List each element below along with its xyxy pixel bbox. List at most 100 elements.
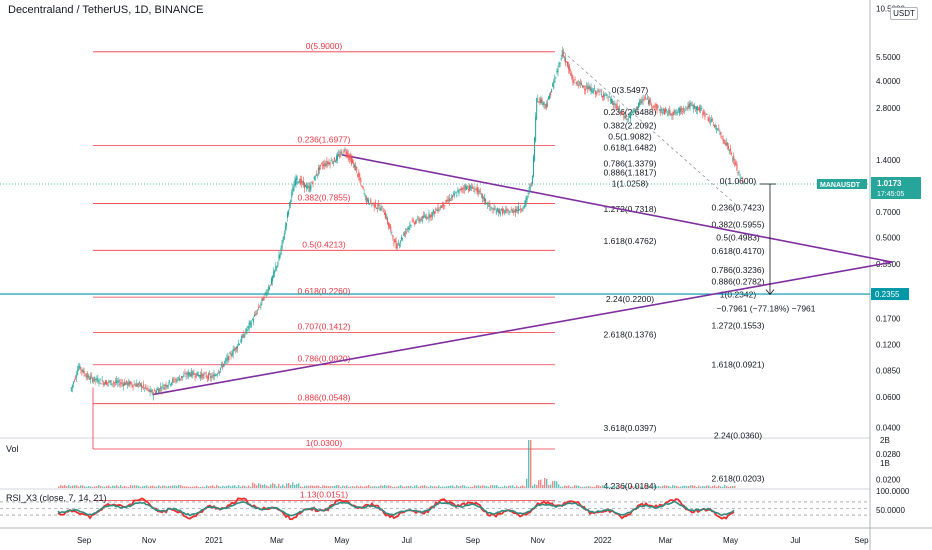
volume-bar (484, 485, 486, 488)
candle-body (390, 226, 392, 231)
candle-body (538, 101, 540, 103)
candle-body (410, 225, 412, 227)
volume-bar (410, 485, 412, 488)
volume-bar (212, 485, 214, 488)
candle-body (160, 386, 162, 389)
candle-body (731, 153, 733, 154)
candle-body (243, 334, 245, 338)
candle-body (515, 209, 517, 211)
volume-bar (334, 485, 336, 488)
candle-body (742, 182, 744, 184)
volume-bar (214, 486, 216, 488)
volume-bar (452, 485, 454, 488)
projection-dashed-line (563, 51, 745, 213)
candle-body (591, 88, 593, 93)
volume-bar (232, 485, 234, 488)
candle-body (403, 234, 405, 236)
volume-bar (154, 486, 156, 488)
candle-body (71, 384, 73, 389)
candle-body (675, 112, 677, 114)
candle-body (388, 222, 390, 227)
candle-body (346, 150, 348, 157)
candle-body (644, 97, 646, 99)
candle-body (217, 372, 219, 374)
candle-body (427, 217, 429, 219)
candle-body (426, 216, 428, 219)
volume-bar (150, 485, 152, 488)
candle-body (626, 118, 628, 120)
volume-bar (222, 485, 224, 488)
candle-body (577, 84, 579, 87)
candle-body (163, 386, 165, 390)
volume-bar (394, 486, 396, 488)
candle-body (707, 116, 709, 121)
candle-body (649, 99, 651, 104)
candle-body (78, 366, 80, 370)
candle-body (676, 112, 678, 114)
volume-bar (702, 485, 704, 488)
volume-bar (648, 485, 650, 488)
candle-body (536, 98, 538, 120)
candle-body (116, 380, 118, 383)
volume-bar (194, 486, 196, 488)
candle-body (593, 88, 595, 90)
candle-body (470, 186, 472, 189)
volume-bar (624, 485, 626, 488)
candle-body (606, 94, 608, 97)
candle-body (487, 203, 489, 205)
volume-bar (396, 486, 398, 488)
candle-body (277, 261, 279, 266)
candle-body (479, 191, 481, 193)
candle-body (302, 180, 304, 186)
volume-bar (540, 479, 542, 488)
x-tick-label: Nov (531, 536, 545, 545)
volume-bar (112, 485, 114, 488)
candle-body (213, 374, 215, 380)
fib-recent-label: 0.236(2.6488) (604, 107, 657, 117)
candle-body (428, 212, 430, 219)
volume-bar (300, 486, 302, 488)
volume-bar (186, 486, 188, 488)
volume-bar (342, 485, 344, 488)
candle-body (508, 213, 510, 215)
candle-body (524, 200, 526, 207)
volume-bar (710, 486, 712, 488)
candle-body (581, 85, 583, 88)
last-price-tag (871, 177, 921, 200)
candle-body (326, 161, 328, 165)
volume-bar (564, 485, 566, 488)
candle-body (555, 76, 557, 78)
volume-bar (164, 485, 166, 488)
candle-body (121, 382, 123, 384)
candle-body (586, 85, 588, 89)
volume-bar (290, 484, 292, 488)
volume-bar (286, 483, 288, 488)
candle-body (610, 99, 612, 103)
candle-body (520, 208, 522, 210)
candle-body (384, 212, 386, 219)
candle-body (283, 232, 285, 240)
volume-bar (208, 486, 210, 488)
candle-body (392, 235, 394, 239)
volume-bar (506, 486, 508, 488)
currency-pill[interactable]: USDT (890, 7, 918, 20)
candle-body (660, 109, 662, 111)
candle-body (466, 186, 468, 188)
fib-level-label: 0.382(0.7855) (298, 192, 351, 202)
candle-body (724, 143, 726, 145)
volume-bar (662, 485, 664, 488)
candle-body (533, 156, 534, 177)
volume-bar (226, 485, 228, 488)
candle-body (366, 198, 368, 202)
candle-body (219, 367, 221, 371)
candle-body (157, 388, 159, 391)
y-tick-label: 0.0280 (876, 450, 901, 459)
candle-body (73, 380, 75, 382)
candle-body (264, 292, 266, 294)
candle-body (727, 145, 729, 150)
x-tick-label: Sep (466, 536, 481, 545)
x-tick-label: Mar (270, 536, 284, 545)
volume-bar (308, 485, 310, 488)
candle-body (330, 160, 332, 162)
